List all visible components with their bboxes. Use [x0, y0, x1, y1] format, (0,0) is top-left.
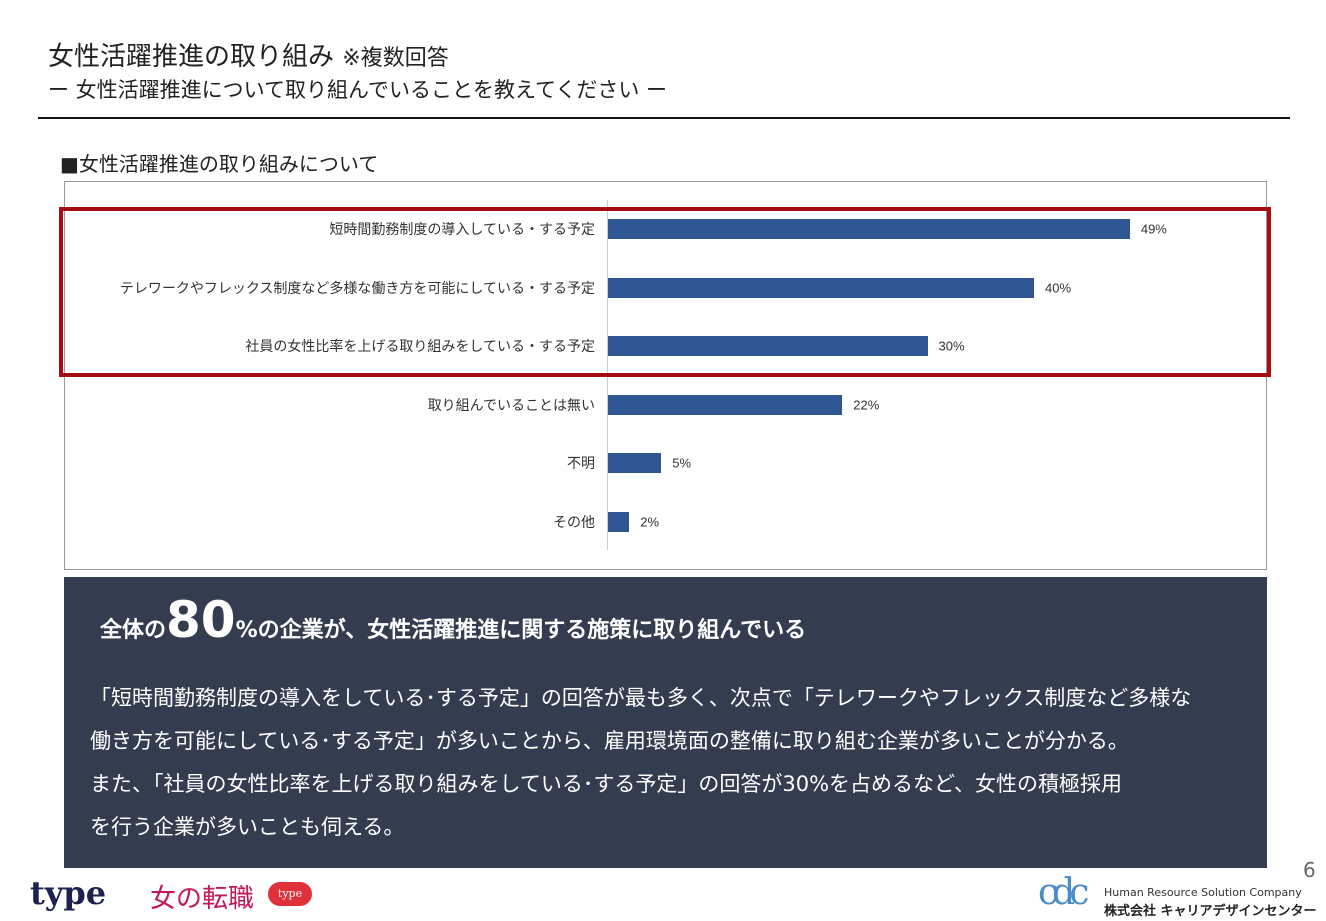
page-subtitle: ー 女性活躍推進について取り組んでいることを教えてください ー: [48, 78, 667, 102]
value-label: 2%: [640, 514, 660, 529]
highlight-box: [59, 207, 1271, 377]
category-label: 社員の女性比率を上げる取り組みをしている・する予定: [245, 339, 595, 355]
headline-number: 80: [166, 591, 236, 649]
cdc-logo: cdc: [1038, 872, 1089, 913]
title-note: ※複数回答: [342, 46, 449, 71]
page-number: 6: [1303, 858, 1316, 882]
bar: [608, 453, 662, 473]
bar: [608, 511, 630, 532]
company-tagline: Human Resource Solution Company: [1104, 886, 1302, 899]
section-title: ■女性活躍推進の取り組みについて: [60, 152, 379, 176]
bar: [608, 277, 1034, 298]
bar: [608, 336, 928, 356]
headline-suffix: %の企業が、女性活躍推進に関する施策に取り組んでいる: [235, 618, 807, 643]
type-logo: type: [30, 874, 107, 912]
page-title: 女性活躍推進の取り組み ※複数回答: [48, 36, 449, 73]
value-label: 40%: [1045, 280, 1072, 295]
headline-prefix: 全体の: [100, 618, 167, 643]
category-label: その他: [553, 514, 595, 531]
bar: [608, 394, 843, 415]
title-text: 女性活躍推進の取り組み: [48, 42, 335, 72]
type-badge-logo: type: [268, 882, 312, 906]
value-label: 22%: [853, 397, 880, 412]
value-label: 49%: [1140, 221, 1167, 237]
value-label: 5%: [672, 455, 692, 471]
summary-headline: 全体の80%の企業が、女性活躍推進に関する施策に取り組んでいる: [100, 591, 806, 649]
value-label: 30%: [938, 338, 965, 354]
onna-no-tenshoku-logo: 女の転職: [150, 884, 255, 914]
category-label: 不明: [567, 456, 595, 472]
bar: [608, 219, 1130, 239]
summary-line: を行う企業が多いことも伺える。: [90, 815, 405, 839]
summary-line: また、「社員の女性比率を上げる取り組みをしている･する予定」の回答が30%を占め…: [90, 772, 1122, 796]
summary-panel: 全体の80%の企業が、女性活躍推進に関する施策に取り組んでいる 「短時間勤務制度…: [64, 577, 1267, 868]
summary-line: 「短時間勤務制度の導入をしている･する予定」の回答が最も多く、次点で「テレワーク…: [90, 686, 1192, 710]
summary-body: 「短時間勤務制度の導入をしている･する予定」の回答が最も多く、次点で「テレワーク…: [90, 677, 1260, 849]
company-name: 株式会社 キャリアデザインセンター: [1104, 904, 1317, 919]
category-label: 短時間勤務制度の導入している・する予定: [329, 222, 595, 238]
header-divider: [38, 117, 1290, 119]
category-label: 取り組んでいることは無い: [427, 397, 595, 414]
category-label: テレワークやフレックス制度など多様な働き方を可能にしている・する予定: [119, 280, 595, 297]
summary-line: 働き方を可能にしている･する予定」が多いことから、雇用環境面の整備に取り組む企業…: [90, 729, 1129, 753]
